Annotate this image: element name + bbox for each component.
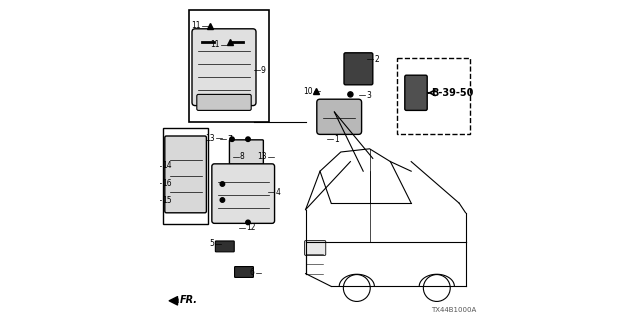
Text: 13: 13 [257,152,268,161]
Text: 1: 1 [334,135,339,144]
FancyBboxPatch shape [344,53,372,85]
FancyBboxPatch shape [230,140,264,164]
FancyBboxPatch shape [192,29,256,106]
Text: 2: 2 [374,55,379,64]
FancyBboxPatch shape [317,99,362,134]
Bar [163,128,208,224]
FancyBboxPatch shape [212,164,275,223]
Circle shape [220,198,225,202]
FancyBboxPatch shape [405,75,428,110]
Text: 15: 15 [163,196,172,204]
Text: 16: 16 [163,179,172,188]
FancyBboxPatch shape [305,241,326,255]
Text: 4: 4 [275,188,280,196]
FancyBboxPatch shape [235,267,253,277]
Text: B-39-50: B-39-50 [431,88,474,98]
Text: 5: 5 [209,239,214,248]
Bar [397,58,470,134]
Text: 11: 11 [191,21,201,30]
Circle shape [246,220,250,225]
Text: 7: 7 [227,135,232,144]
Text: 6: 6 [250,268,254,277]
Text: 12: 12 [246,223,256,232]
FancyBboxPatch shape [197,94,252,110]
Circle shape [246,137,250,141]
Text: 9: 9 [261,66,266,75]
Text: TX44B1000A: TX44B1000A [431,307,476,313]
Text: 13: 13 [205,134,215,143]
Text: FR.: FR. [180,295,198,305]
FancyBboxPatch shape [165,136,206,213]
Bar [189,10,269,122]
Text: 10: 10 [303,87,313,96]
Text: 3: 3 [366,91,371,100]
Circle shape [220,182,225,186]
Circle shape [348,92,353,97]
Text: 11: 11 [211,40,220,49]
Text: 8: 8 [240,152,244,161]
Circle shape [230,137,234,141]
FancyBboxPatch shape [215,241,234,252]
Text: 14: 14 [163,161,172,170]
